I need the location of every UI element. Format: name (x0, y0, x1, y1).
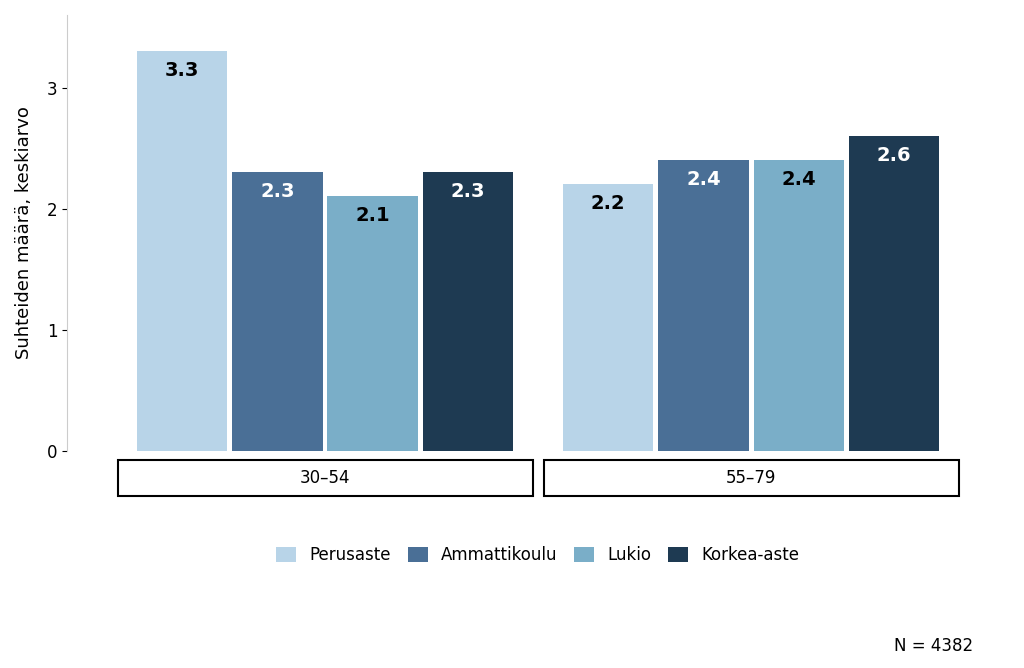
Bar (658, 160, 749, 450)
Text: 55–79: 55–79 (726, 470, 776, 488)
Text: N = 4382: N = 4382 (894, 637, 973, 655)
Text: 2.3: 2.3 (260, 182, 295, 201)
Text: 2.2: 2.2 (591, 194, 626, 213)
Bar (423, 172, 513, 450)
Text: 2.4: 2.4 (686, 170, 721, 189)
Text: 2.6: 2.6 (877, 146, 911, 164)
Text: 3.3: 3.3 (165, 61, 200, 80)
Bar (137, 51, 227, 450)
Y-axis label: Suhteiden määrä, keskiarvo: Suhteiden määrä, keskiarvo (15, 106, 33, 359)
Text: 2.4: 2.4 (781, 170, 816, 189)
Text: 2.3: 2.3 (451, 182, 485, 201)
Bar (328, 196, 418, 450)
Bar (232, 172, 323, 450)
Bar (754, 160, 844, 450)
Bar (563, 184, 653, 450)
Bar (849, 136, 939, 450)
Text: 2.1: 2.1 (355, 206, 390, 225)
Text: 30–54: 30–54 (300, 470, 350, 488)
Bar (118, 460, 532, 496)
Legend: Perusaste, Ammattikoulu, Lukio, Korkea-aste: Perusaste, Ammattikoulu, Lukio, Korkea-a… (276, 546, 800, 564)
Bar (544, 460, 958, 496)
